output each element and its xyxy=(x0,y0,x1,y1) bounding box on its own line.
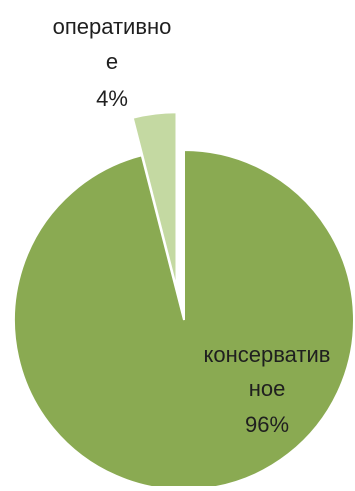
conservative-percent-label: 96% xyxy=(245,412,289,437)
operative-label-line-2: е xyxy=(106,49,118,74)
conservative-label-line-2: ное xyxy=(249,376,286,401)
pie-slices xyxy=(13,111,355,491)
operative-label-line-1: оперативно xyxy=(53,14,172,39)
pie-labels: оперативно е 4% консерватив ное 96% xyxy=(53,14,331,437)
pie-slice-conservative xyxy=(13,148,355,491)
conservative-label-line-1: консерватив xyxy=(204,342,331,367)
operative-percent-label: 4% xyxy=(96,86,128,111)
